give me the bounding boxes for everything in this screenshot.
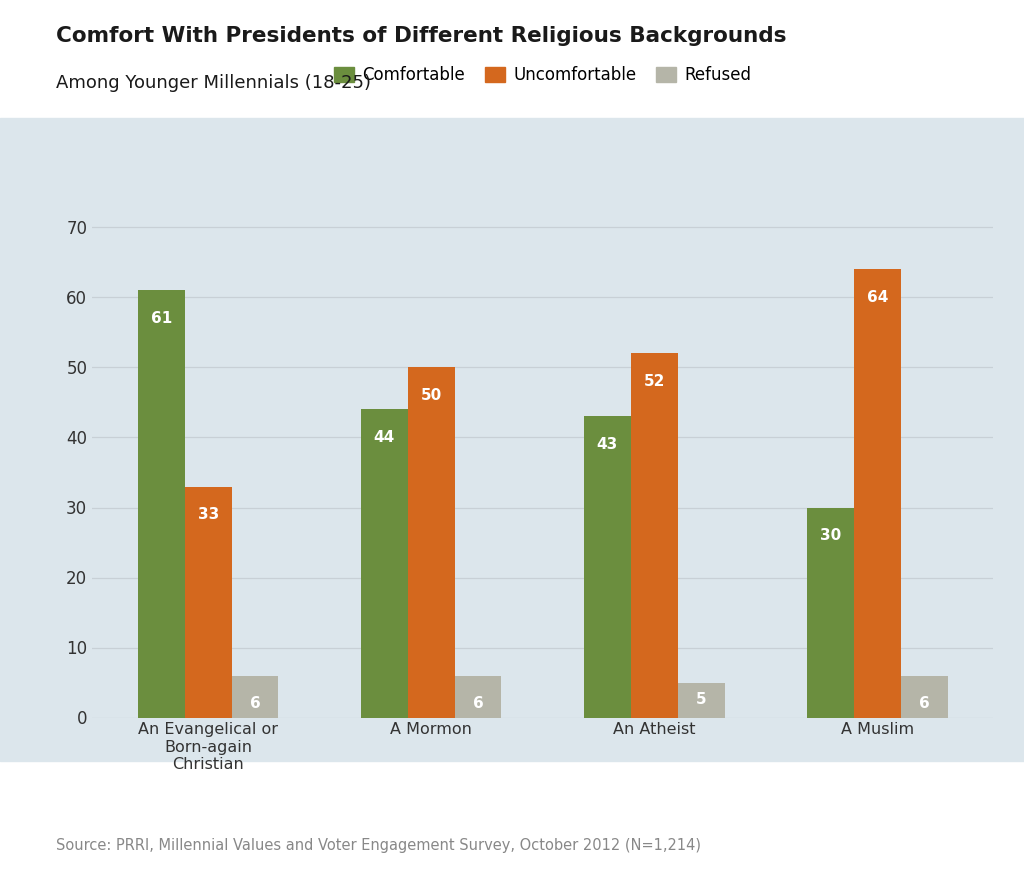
Text: 33: 33 [198,507,219,522]
Text: 5: 5 [695,692,707,708]
Legend: Comfortable, Uncomfortable, Refused: Comfortable, Uncomfortable, Refused [327,60,759,90]
Text: 52: 52 [643,374,665,389]
Bar [360,410,408,718]
Text: 6: 6 [250,696,260,711]
Bar [807,507,854,718]
Bar [631,354,678,718]
Text: 6: 6 [919,696,930,711]
Text: 50: 50 [421,388,441,403]
Text: Source: PRRI, Millennial Values and Voter Engagement Survey, October 2012 (N=1,2: Source: PRRI, Millennial Values and Vote… [56,838,701,853]
Text: 61: 61 [151,311,172,326]
Bar [138,290,184,718]
Text: 43: 43 [597,437,618,452]
Text: 44: 44 [374,430,395,445]
Bar [854,270,901,718]
Bar [584,416,631,718]
Bar [678,682,725,717]
Text: Comfort With Presidents of Different Religious Backgrounds: Comfort With Presidents of Different Rel… [56,26,786,46]
Text: Among Younger Millennials (18-25): Among Younger Millennials (18-25) [56,74,372,93]
Bar [231,676,279,718]
Bar [408,368,455,718]
Text: 6: 6 [473,696,483,711]
Text: 30: 30 [820,528,841,543]
Bar [901,676,947,718]
Text: 64: 64 [866,290,888,305]
Bar [455,676,502,718]
Bar [184,487,231,718]
